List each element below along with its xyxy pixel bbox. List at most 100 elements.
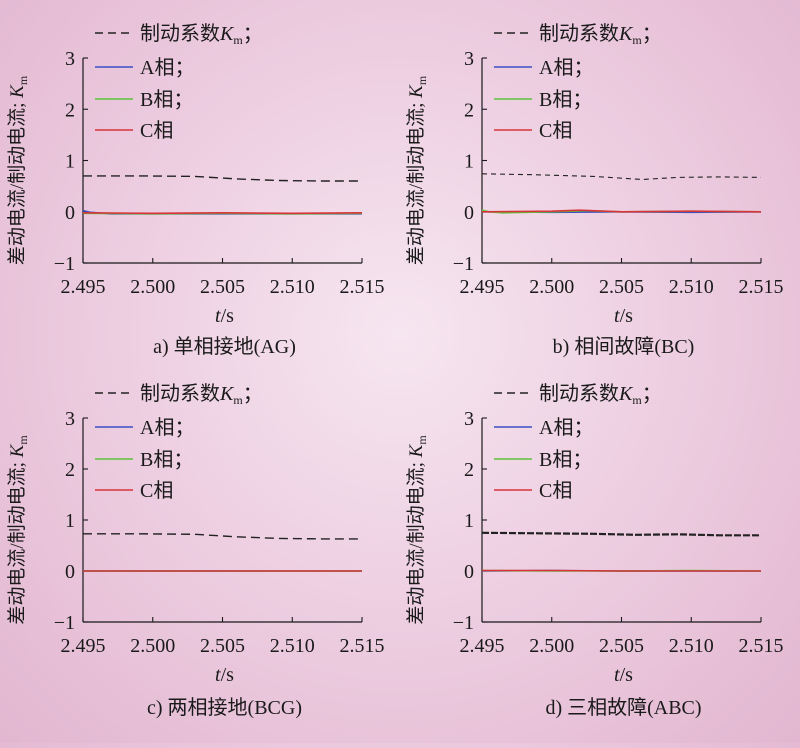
series-line-c [481,209,762,213]
x-axis-title: t/s [215,664,234,686]
legend-label-sub: m [632,393,642,407]
legend-label-text: 制动系数 [140,382,220,405]
x-tick-label: 2.505 [599,635,644,657]
legend-label: B相； [140,88,193,111]
legend-label-text: 制动系数 [539,382,619,405]
legend-label-text: C相 [140,119,173,142]
series-line-km [481,531,761,537]
x-axis-title: t/s [215,305,234,327]
series-line-c [82,211,363,215]
legend-label-suffix: ； [572,449,592,471]
legend-label-suffix: ； [642,383,662,405]
y-tick-label: −1 [453,253,474,275]
y-axis-title-text: 差动电流/制动电流; [405,457,427,624]
panel-caption: c) 两相接地(BCG) [147,696,302,719]
y-tick-label: 2 [464,459,474,481]
series-line-c [482,569,761,572]
legend-label: C相 [140,119,173,142]
y-axis-title-var: K [406,84,427,99]
legend-label-text: A相 [140,416,174,439]
legend-label: C相 [539,119,572,142]
y-axis-title: 差动电流/制动电流; Km [405,75,429,265]
y-tick-label: 2 [65,99,75,121]
legend-label-var: K [219,383,235,405]
chart-panel-a: −1 0 1 2 3 2.495 2.500 2.505 2.510 2.515 t/s 差动电流/制… [6,22,385,358]
y-tick-label: −1 [54,253,75,275]
y-axis-title-text: 差动电流/制动电流; [405,98,427,265]
x-tick-label: 2.495 [61,635,106,657]
legend-label-sub: m [233,393,243,407]
legend-label-text: C相 [140,479,173,502]
legend-label-text: 制动系数 [539,22,619,45]
x-tick-label: 2.505 [599,276,644,298]
x-tick-label: 2.515 [739,635,784,657]
chart-panel-d: −1 0 1 2 3 2.495 2.500 2.505 2.510 2.515 t/s 差动电流/制… [405,382,784,719]
legend-label: B相； [539,448,592,471]
y-axis-title: 差动电流/制动电流; Km [6,435,30,625]
x-tick-label: 2.505 [200,635,245,657]
y-axis-title-var: K [7,443,28,458]
x-tick-label: 2.515 [340,276,385,298]
legend-label-suffix: ； [573,57,593,79]
legend-label-var: K [618,23,634,45]
chart-panel-b: −1 0 1 2 3 2.495 2.500 2.505 2.510 2.515 t/s 差动电流/制… [405,22,784,358]
legend-label-text: A相 [539,56,573,79]
legend-label-suffix: ； [174,417,194,439]
x-tick-label: 2.505 [200,276,245,298]
legend-label: A相； [539,56,593,79]
legend-label-text: B相 [539,448,572,471]
series-line-km [481,173,762,181]
x-tick-label: 2.500 [130,635,175,657]
legend-label-text: C相 [539,119,572,142]
y-axis-title-sub: m [16,75,30,85]
y-tick-label: 1 [65,151,75,173]
y-tick-label: 3 [464,408,474,430]
x-tick-label: 2.500 [130,276,175,298]
x-axis-title-unit: /s [620,664,634,686]
chart-panel-c: −1 0 1 2 3 2.495 2.500 2.505 2.510 2.515 t/s 差动电流/制… [6,382,385,719]
legend-label-sub: m [632,33,642,47]
legend-label-suffix: ； [173,89,193,111]
y-tick-label: 2 [65,459,75,481]
y-axis-title-text: 差动电流/制动电流; [6,98,28,265]
y-axis-title-text: 差动电流/制动电流; [6,457,28,624]
x-axis-title-unit: /s [620,305,634,327]
x-axis-title-var: t [215,664,221,686]
panel-caption: b) 相间故障(BC) [553,335,695,358]
y-tick-label: 0 [65,202,75,224]
x-axis-title: t/s [614,664,633,686]
legend-label-text: A相 [140,56,174,79]
legend-label: 制动系数Km； [140,382,263,407]
x-tick-label: 2.500 [529,276,574,298]
legend-label-suffix: ； [243,23,263,45]
y-tick-label: −1 [453,612,474,634]
legend-label: 制动系数Km； [539,382,662,407]
y-axis-title-sub: m [16,435,30,445]
legend-label: C相 [539,479,572,502]
legend-label: 制动系数Km； [539,22,662,47]
x-axis-title-var: t [614,305,620,327]
y-axis-title-var: K [7,84,28,99]
legend-label-text: A相 [539,416,573,439]
x-tick-label: 2.515 [340,635,385,657]
panel-caption: d) 三相故障(ABC) [545,696,701,719]
x-axis-title-var: t [215,305,221,327]
legend-label-text: 制动系数 [140,22,220,45]
y-tick-label: 1 [65,510,75,532]
legend-label-suffix: ； [174,57,194,79]
y-axis-title-sub: m [415,75,429,85]
panel-caption: a) 单相接地(AG) [153,335,296,358]
legend-label: B相； [539,88,592,111]
legend-label: 制动系数Km； [140,22,263,47]
legend-label-var: K [618,383,634,405]
y-tick-label: 0 [464,561,474,583]
x-axis-title-unit: /s [221,305,235,327]
x-axis-title: t/s [614,305,633,327]
series-line-km [83,533,362,540]
y-tick-label: 0 [464,202,474,224]
legend-label: C相 [140,479,173,502]
y-tick-label: −1 [54,612,75,634]
series-line-km [83,175,362,182]
y-tick-label: 3 [464,48,474,70]
